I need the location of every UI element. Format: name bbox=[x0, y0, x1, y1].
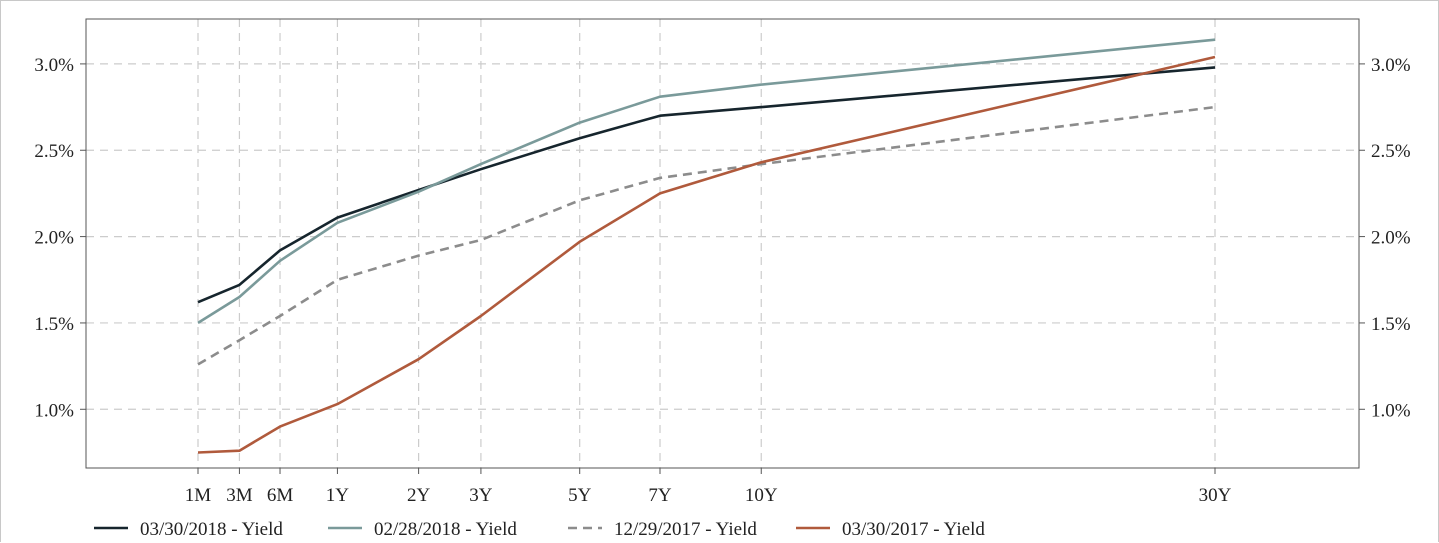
y-tick-label-left: 2.5% bbox=[34, 141, 74, 162]
x-tick-label: 7Y bbox=[648, 485, 672, 506]
x-tick-label: 3M bbox=[226, 485, 253, 506]
y-tick-label-right: 2.0% bbox=[1371, 228, 1411, 249]
y-tick-label-left: 1.0% bbox=[34, 400, 74, 421]
series-line bbox=[197, 66, 1216, 304]
legend-label: 03/30/2017 - Yield bbox=[842, 519, 985, 540]
y-tick-label-left: 3.0% bbox=[34, 55, 74, 76]
axis-ticks: 1.0% 1.0% 1.5% 1.5% 2.0% 2.0% 2.5% 2.5% 3.0% 3.0%… bbox=[34, 55, 1410, 506]
legend-label: 02/28/2018 - Yield bbox=[374, 519, 517, 540]
y-tick-label-left: 1.5% bbox=[34, 314, 74, 335]
x-tick-label: 6M bbox=[267, 485, 294, 506]
series-line bbox=[197, 38, 1216, 325]
plot-area-border bbox=[85, 18, 1360, 469]
y-tick-label-right: 2.5% bbox=[1371, 141, 1411, 162]
x-tick-label: 3Y bbox=[469, 485, 493, 506]
gridlines bbox=[86, 19, 1359, 468]
x-tick-label: 1Y bbox=[326, 485, 350, 506]
x-tick-label: 2Y bbox=[407, 485, 431, 506]
x-tick-label: 30Y bbox=[1199, 485, 1232, 506]
y-tick-label-right: 3.0% bbox=[1371, 55, 1411, 76]
x-tick-label: 5Y bbox=[568, 485, 592, 506]
data-series bbox=[197, 38, 1216, 454]
x-tick-label: 10Y bbox=[745, 485, 778, 506]
series-line bbox=[197, 105, 1216, 366]
y-tick-label-right: 1.5% bbox=[1371, 314, 1411, 335]
legend-label: 12/29/2017 - Yield bbox=[614, 519, 757, 540]
legend-label: 03/30/2018 - Yield bbox=[140, 519, 283, 540]
y-tick-label-left: 2.0% bbox=[34, 228, 74, 249]
y-tick-label-right: 1.0% bbox=[1371, 400, 1411, 421]
x-tick-label: 1M bbox=[185, 485, 212, 506]
legend: 03/30/2018 - Yield 02/28/2018 - Yield 12/2… bbox=[94, 519, 985, 540]
series-line bbox=[197, 55, 1216, 454]
